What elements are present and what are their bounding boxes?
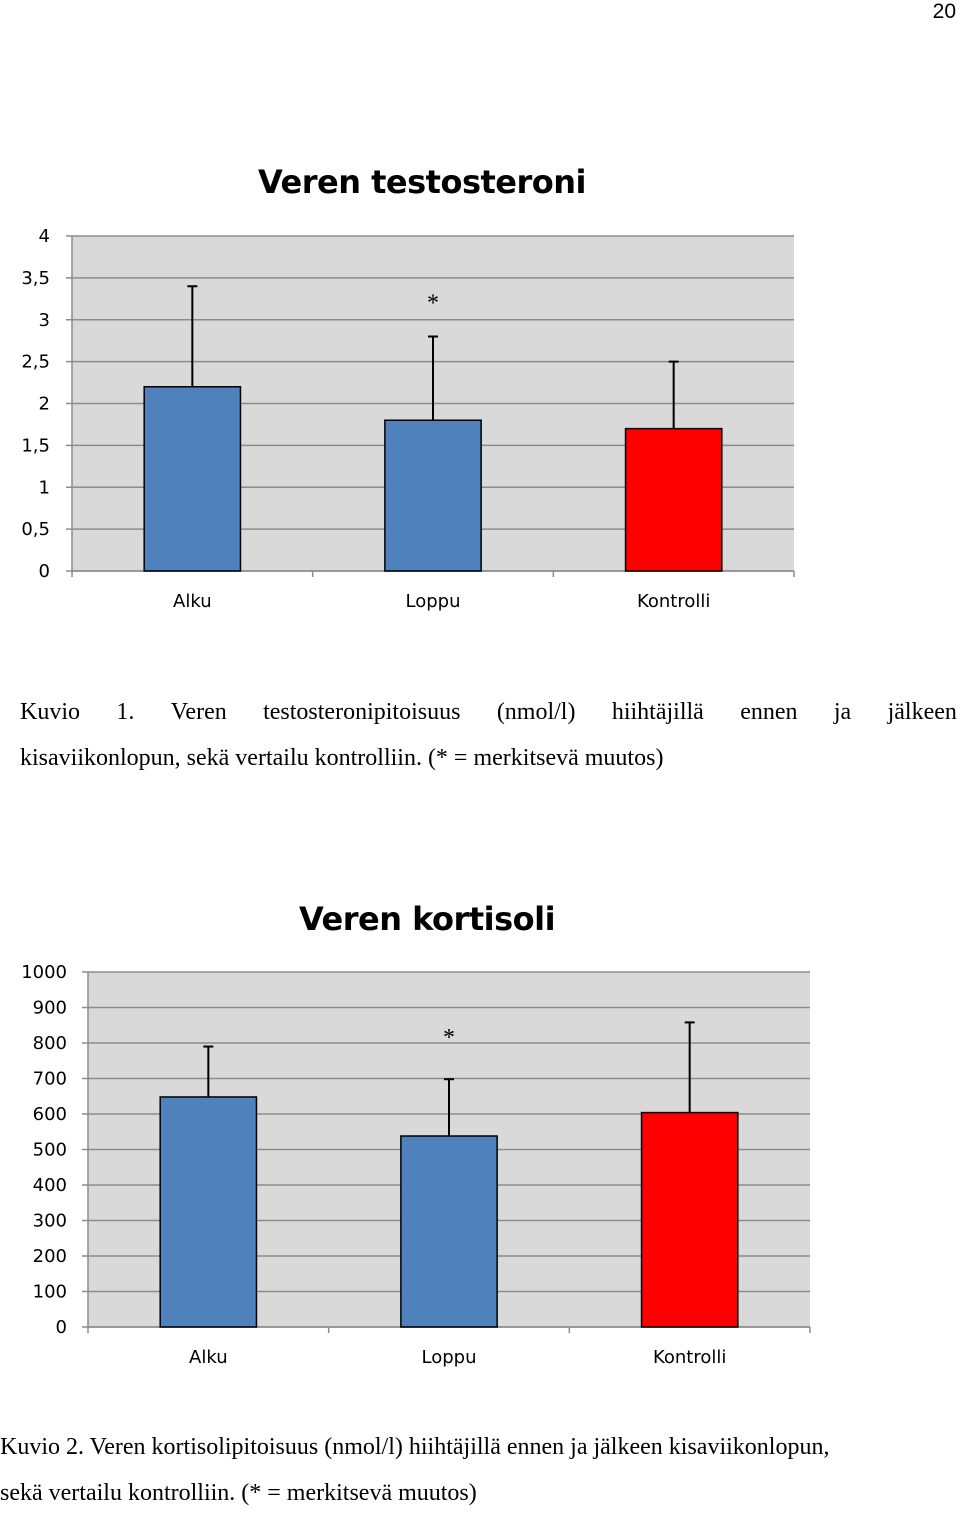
caption-word: ja: [833, 699, 852, 725]
bar-loppu: [400, 1135, 498, 1328]
x-tick-label: Loppu: [406, 591, 461, 612]
y-tick-label: 1: [39, 477, 50, 498]
y-tick-label: 1,5: [21, 435, 50, 456]
x-tick-label: Alku: [173, 591, 212, 612]
page-number: 20: [932, 0, 956, 23]
chart-title-testosterone: Veren testosteroni: [258, 163, 587, 201]
y-tick-label: 0,5: [21, 519, 50, 540]
x-tick-label: Kontrolli: [637, 591, 710, 612]
caption-word: Kuvio: [20, 699, 80, 725]
y-tick-label: 600: [33, 1104, 67, 1125]
y-tick-label: 800: [33, 1033, 67, 1054]
y-tick-label: 0: [56, 1317, 67, 1338]
x-tick-label: Alku: [189, 1347, 228, 1368]
y-tick-label: 1000: [21, 962, 67, 983]
caption-word: (nmol/l): [496, 699, 576, 725]
figure-1-caption-line-1: Kuvio 1. Veren testosteronipitoisuus (nmol/l…: [20, 689, 957, 735]
x-tick-label: Loppu: [422, 1347, 477, 1368]
caption-word: 1.: [116, 699, 135, 725]
y-tick-label: 2,5: [21, 352, 50, 373]
significance-asterisk: *: [427, 291, 439, 317]
y-tick-label: 0: [39, 561, 50, 582]
figure-1-caption: Kuvio 1. Veren testosteronipitoisuus (nmol/l…: [20, 689, 957, 781]
figure-1-caption-line-2: kisaviikonlopun, sekä vertailu kontrolli…: [20, 745, 664, 771]
caption-word: jälkeen: [887, 699, 957, 725]
y-tick-label: 300: [33, 1211, 67, 1232]
figure-2-caption: Kuvio 2. Veren kortisolipitoisuus (nmol/…: [0, 1424, 960, 1516]
figure-2-caption-line-2: sekä vertailu kontrolliin. (* = merkitse…: [0, 1480, 477, 1506]
caption-word: testosteronipitoisuus: [263, 699, 461, 725]
y-tick-label: 3: [39, 310, 50, 331]
caption-word: Veren: [170, 699, 227, 725]
testosterone-bar-chart: 0 0,5 1 1,5 2 2,5 3 3,5 4 Alku Loppu * Kontrolli: [21, 226, 795, 612]
y-tick-label: 700: [33, 1069, 67, 1090]
bar-kontrolli: [640, 1111, 739, 1328]
cortisol-bar-chart: 0 100 200 300 400 500 600 700 800 900 1000 Alku Lopp…: [21, 962, 811, 1368]
significance-asterisk: *: [443, 1025, 455, 1051]
bar-alku: [143, 386, 242, 572]
y-tick-label: 400: [33, 1175, 67, 1196]
y-tick-label: 900: [33, 998, 67, 1019]
caption-word: hiihtäjillä: [611, 699, 704, 725]
y-tick-label: 2: [39, 394, 50, 415]
y-tick-label: 3,5: [21, 268, 50, 289]
chart-title-cortisol: Veren kortisoli: [299, 900, 556, 938]
caption-word: ennen: [740, 699, 798, 725]
figure-2-caption-line-1: Kuvio 2. Veren kortisolipitoisuus (nmol/…: [0, 1434, 830, 1460]
x-tick-label: Kontrolli: [653, 1347, 726, 1368]
bar-kontrolli: [624, 427, 723, 572]
y-tick-label: 100: [33, 1282, 67, 1303]
bar-loppu: [384, 419, 482, 572]
y-tick-label: 4: [39, 226, 50, 247]
y-tick-label: 200: [33, 1246, 67, 1267]
bar-alku: [159, 1096, 258, 1328]
y-tick-label: 500: [33, 1140, 67, 1161]
